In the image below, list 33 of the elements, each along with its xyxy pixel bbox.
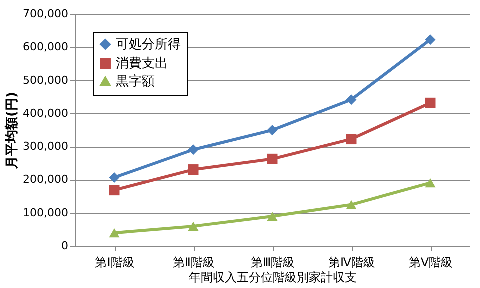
x-tick-label: 第Ⅳ階級 [328, 256, 376, 270]
y-tick-label: 100,000 [23, 206, 68, 220]
point [346, 134, 357, 145]
y-tick-label: 600,000 [23, 40, 68, 54]
x-axis-title: 年間収入五分位階級別家計収支 [189, 270, 357, 284]
point [109, 228, 120, 238]
y-tick-label: 400,000 [23, 106, 68, 120]
y-tick-label: 500,000 [23, 74, 68, 87]
x-tick-label: 第Ⅲ階級 [250, 256, 296, 270]
x-tick-label: 第Ⅱ階級 [173, 256, 215, 270]
x-tick-label: 第Ⅰ階級 [95, 256, 135, 270]
y-tick-label: 700,000 [23, 8, 68, 20]
point [188, 164, 199, 176]
point [109, 185, 120, 196]
point [425, 98, 436, 108]
x-tick-label: 第Ⅴ階級 [408, 256, 454, 270]
point [267, 154, 278, 164]
point [425, 34, 436, 46]
y-tick-label: 200,000 [23, 173, 68, 186]
point [188, 144, 199, 156]
point [346, 94, 357, 106]
point [425, 178, 436, 188]
point [109, 172, 120, 183]
point [267, 125, 278, 136]
point [267, 212, 278, 222]
y-tick-label: 0 [62, 240, 68, 252]
point [346, 200, 357, 210]
legend-label: 黒字額 [116, 74, 155, 90]
legend-label: 可処分所得 [116, 38, 181, 52]
point [188, 222, 199, 231]
y-tick-label: 300,000 [23, 140, 68, 154]
y-axis-title: 月平均額(円) [4, 92, 20, 170]
legend-label: 消費支出 [116, 56, 168, 72]
